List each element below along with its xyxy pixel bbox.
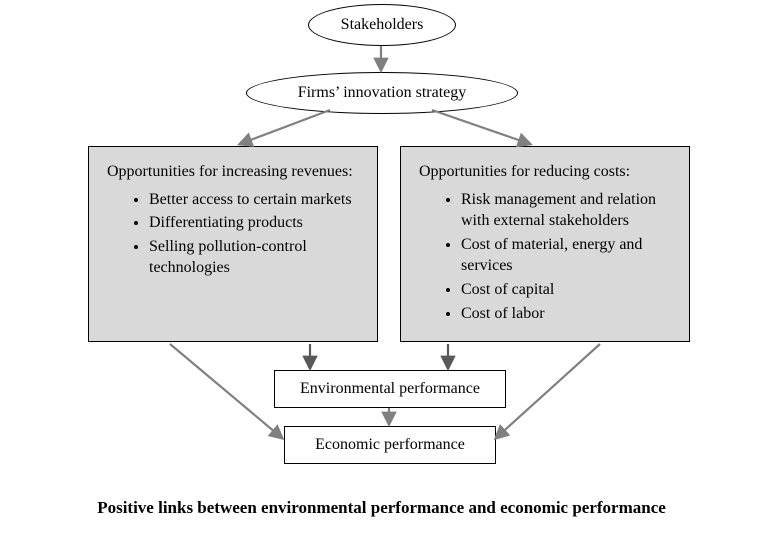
box-revenues: Opportunities for increasing revenues: B…	[88, 146, 378, 342]
box-costs: Opportunities for reducing costs: Risk m…	[400, 146, 690, 342]
list-item: Cost of capital	[461, 279, 671, 301]
box-revenues-heading: Opportunities for increasing revenues:	[107, 161, 359, 183]
box-costs-list: Risk management and relation with extern…	[419, 189, 671, 325]
arrow-left-econ	[170, 344, 282, 438]
list-item: Cost of material, energy and services	[461, 234, 671, 277]
list-item: Cost of labor	[461, 303, 671, 325]
node-environmental: Environmental performance	[274, 370, 506, 408]
list-item: Better access to certain markets	[149, 189, 359, 211]
node-stakeholders-label: Stakeholders	[341, 16, 424, 34]
list-item: Selling pollution-control technologies	[149, 236, 359, 279]
node-economic-label: Economic performance	[315, 436, 465, 454]
node-strategy-label: Firms’ innovation strategy	[298, 84, 467, 102]
arrow-strategy-right	[432, 110, 530, 144]
list-item: Risk management and relation with extern…	[461, 189, 671, 232]
node-environmental-label: Environmental performance	[300, 380, 480, 398]
box-costs-heading: Opportunities for reducing costs:	[419, 161, 671, 183]
list-item: Differentiating products	[149, 212, 359, 234]
box-revenues-list: Better access to certain markets Differe…	[107, 189, 359, 279]
node-stakeholders: Stakeholders	[308, 4, 456, 46]
arrow-strategy-left	[240, 110, 330, 144]
figure-caption: Positive links between environmental per…	[0, 498, 763, 518]
node-strategy: Firms’ innovation strategy	[246, 72, 518, 114]
arrow-right-econ	[496, 344, 600, 438]
node-economic: Economic performance	[284, 426, 496, 464]
